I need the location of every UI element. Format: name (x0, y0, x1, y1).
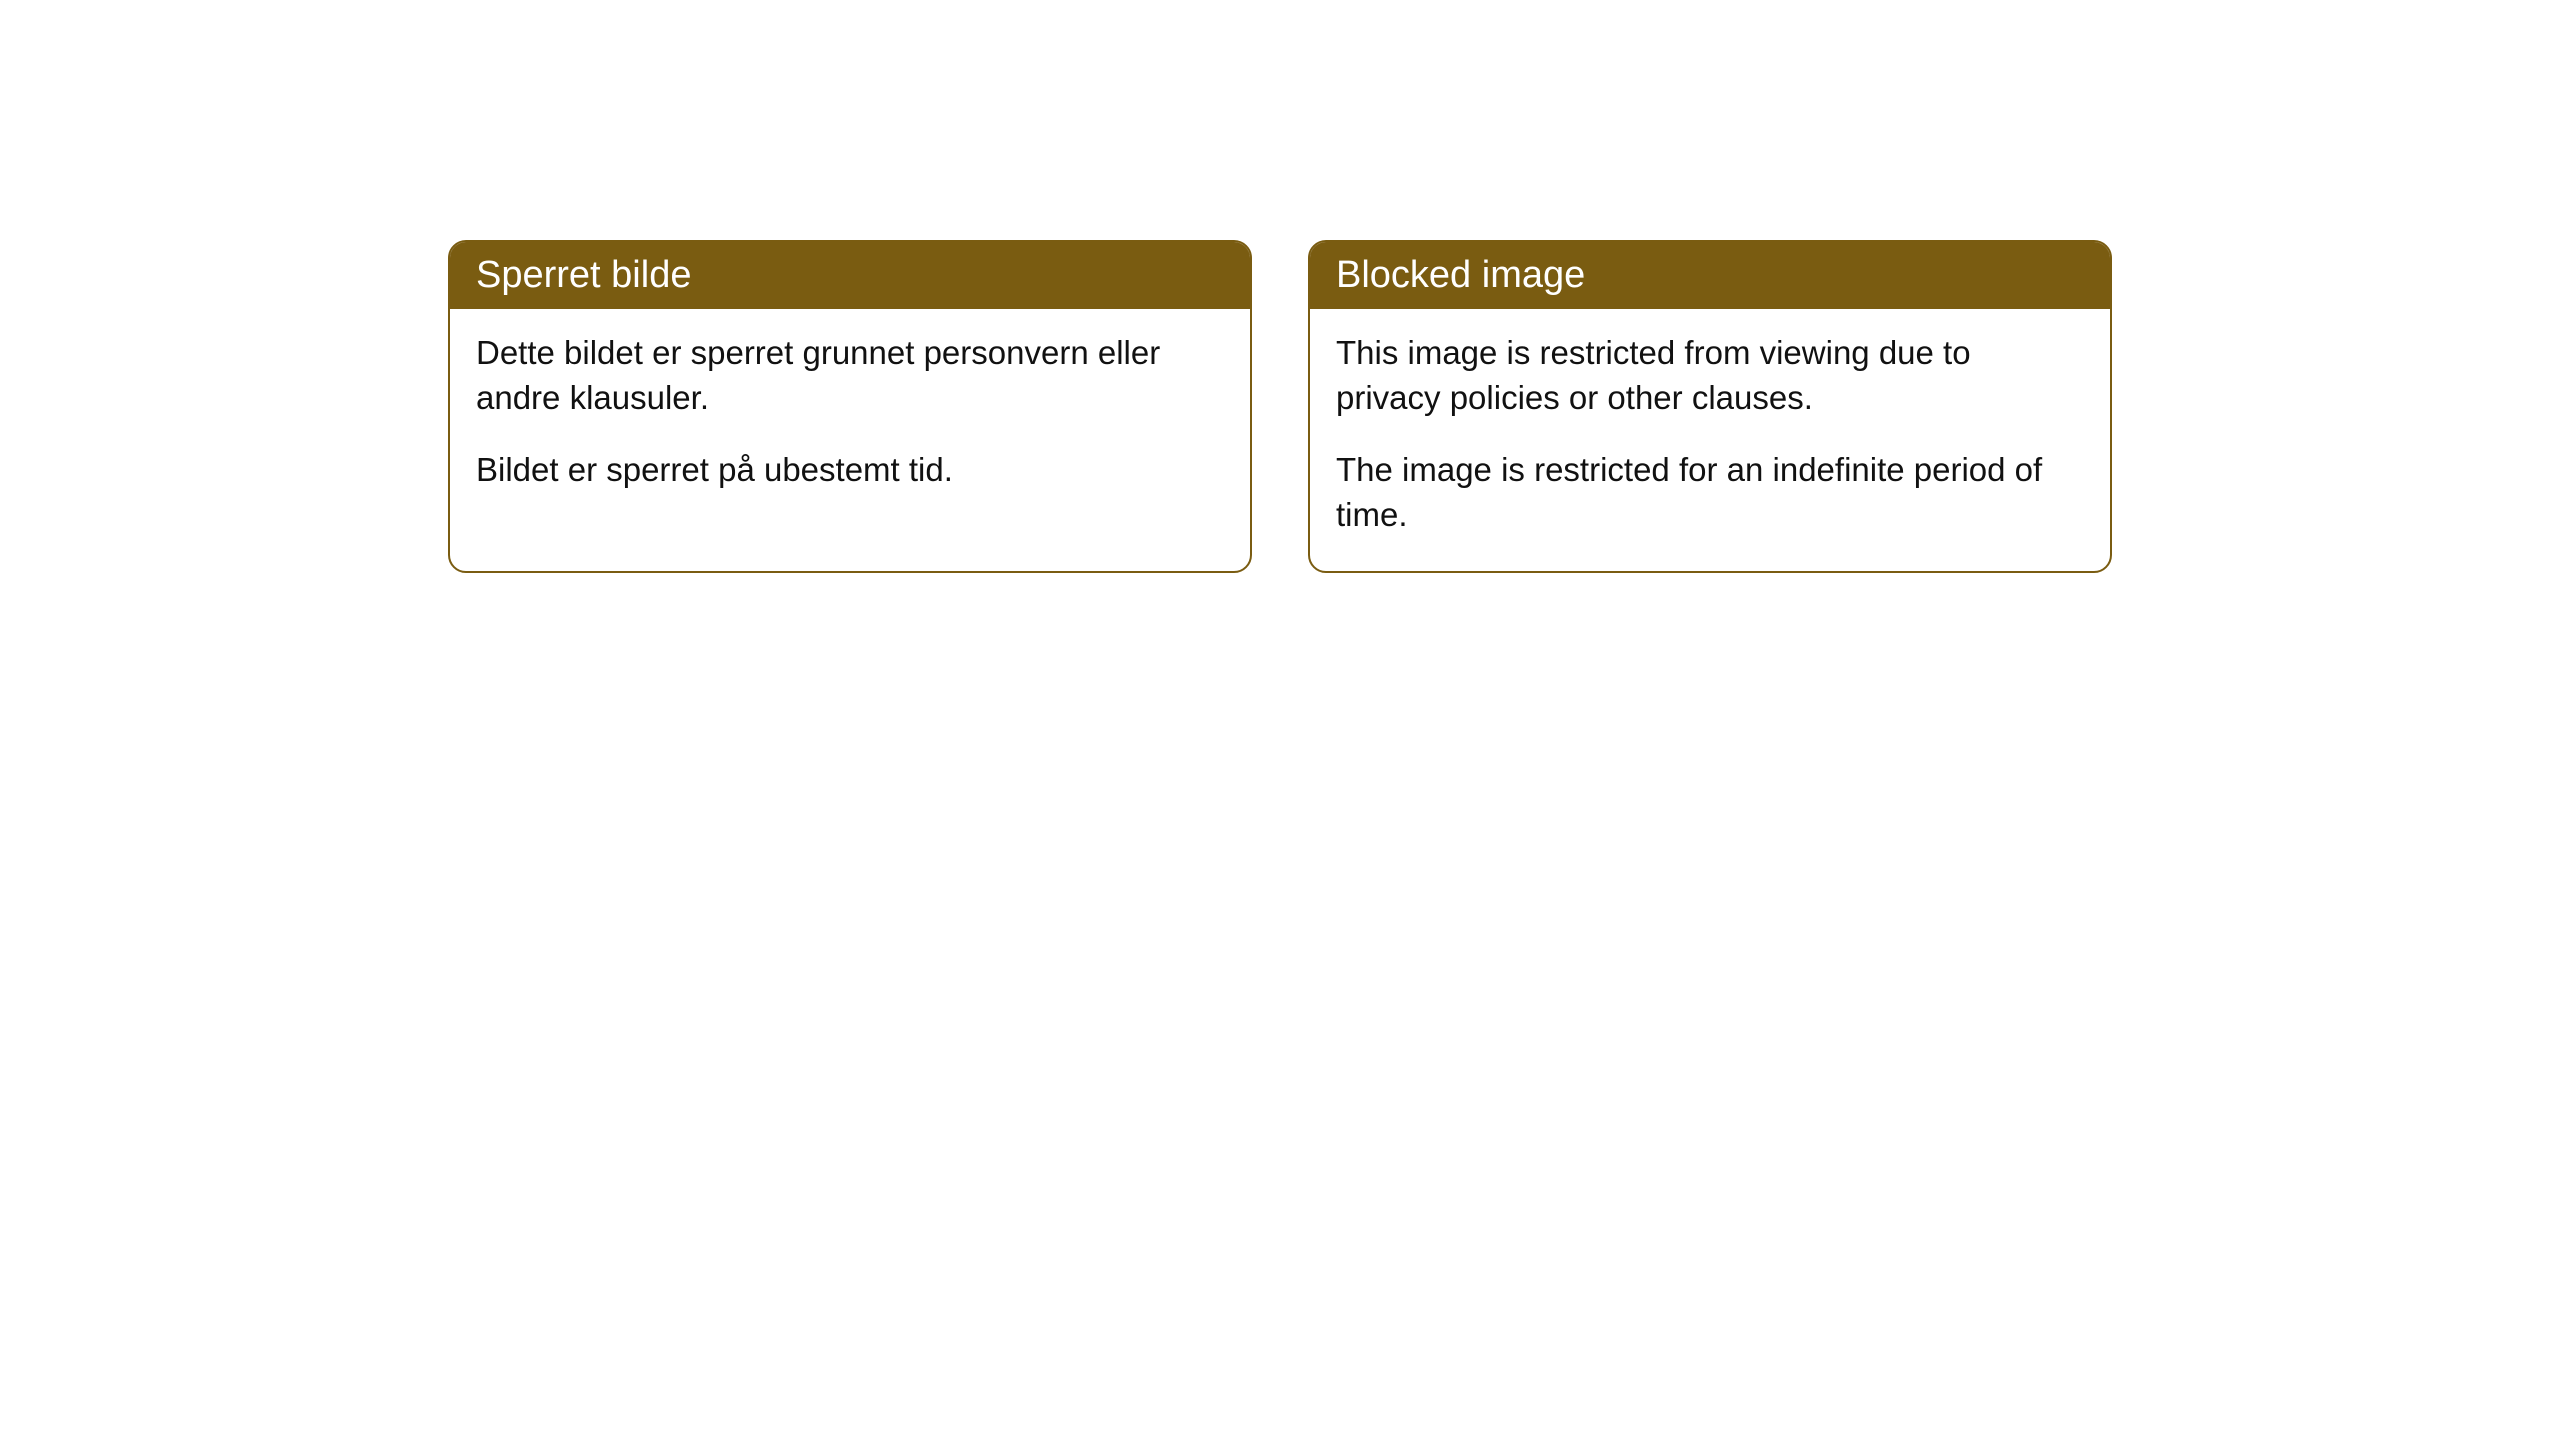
card-body: Dette bildet er sperret grunnet personve… (450, 309, 1250, 527)
card-paragraph-2: The image is restricted for an indefinit… (1336, 448, 2084, 537)
card-paragraph-1: Dette bildet er sperret grunnet personve… (476, 331, 1224, 420)
blocked-image-card-norwegian: Sperret bilde Dette bildet er sperret gr… (448, 240, 1252, 573)
card-paragraph-2: Bildet er sperret på ubestemt tid. (476, 448, 1224, 493)
card-header: Sperret bilde (450, 242, 1250, 309)
card-paragraph-1: This image is restricted from viewing du… (1336, 331, 2084, 420)
blocked-image-card-english: Blocked image This image is restricted f… (1308, 240, 2112, 573)
card-title: Blocked image (1336, 254, 1585, 296)
card-title: Sperret bilde (476, 254, 691, 296)
card-body: This image is restricted from viewing du… (1310, 309, 2110, 571)
card-container: Sperret bilde Dette bildet er sperret gr… (448, 240, 2112, 573)
card-header: Blocked image (1310, 242, 2110, 309)
